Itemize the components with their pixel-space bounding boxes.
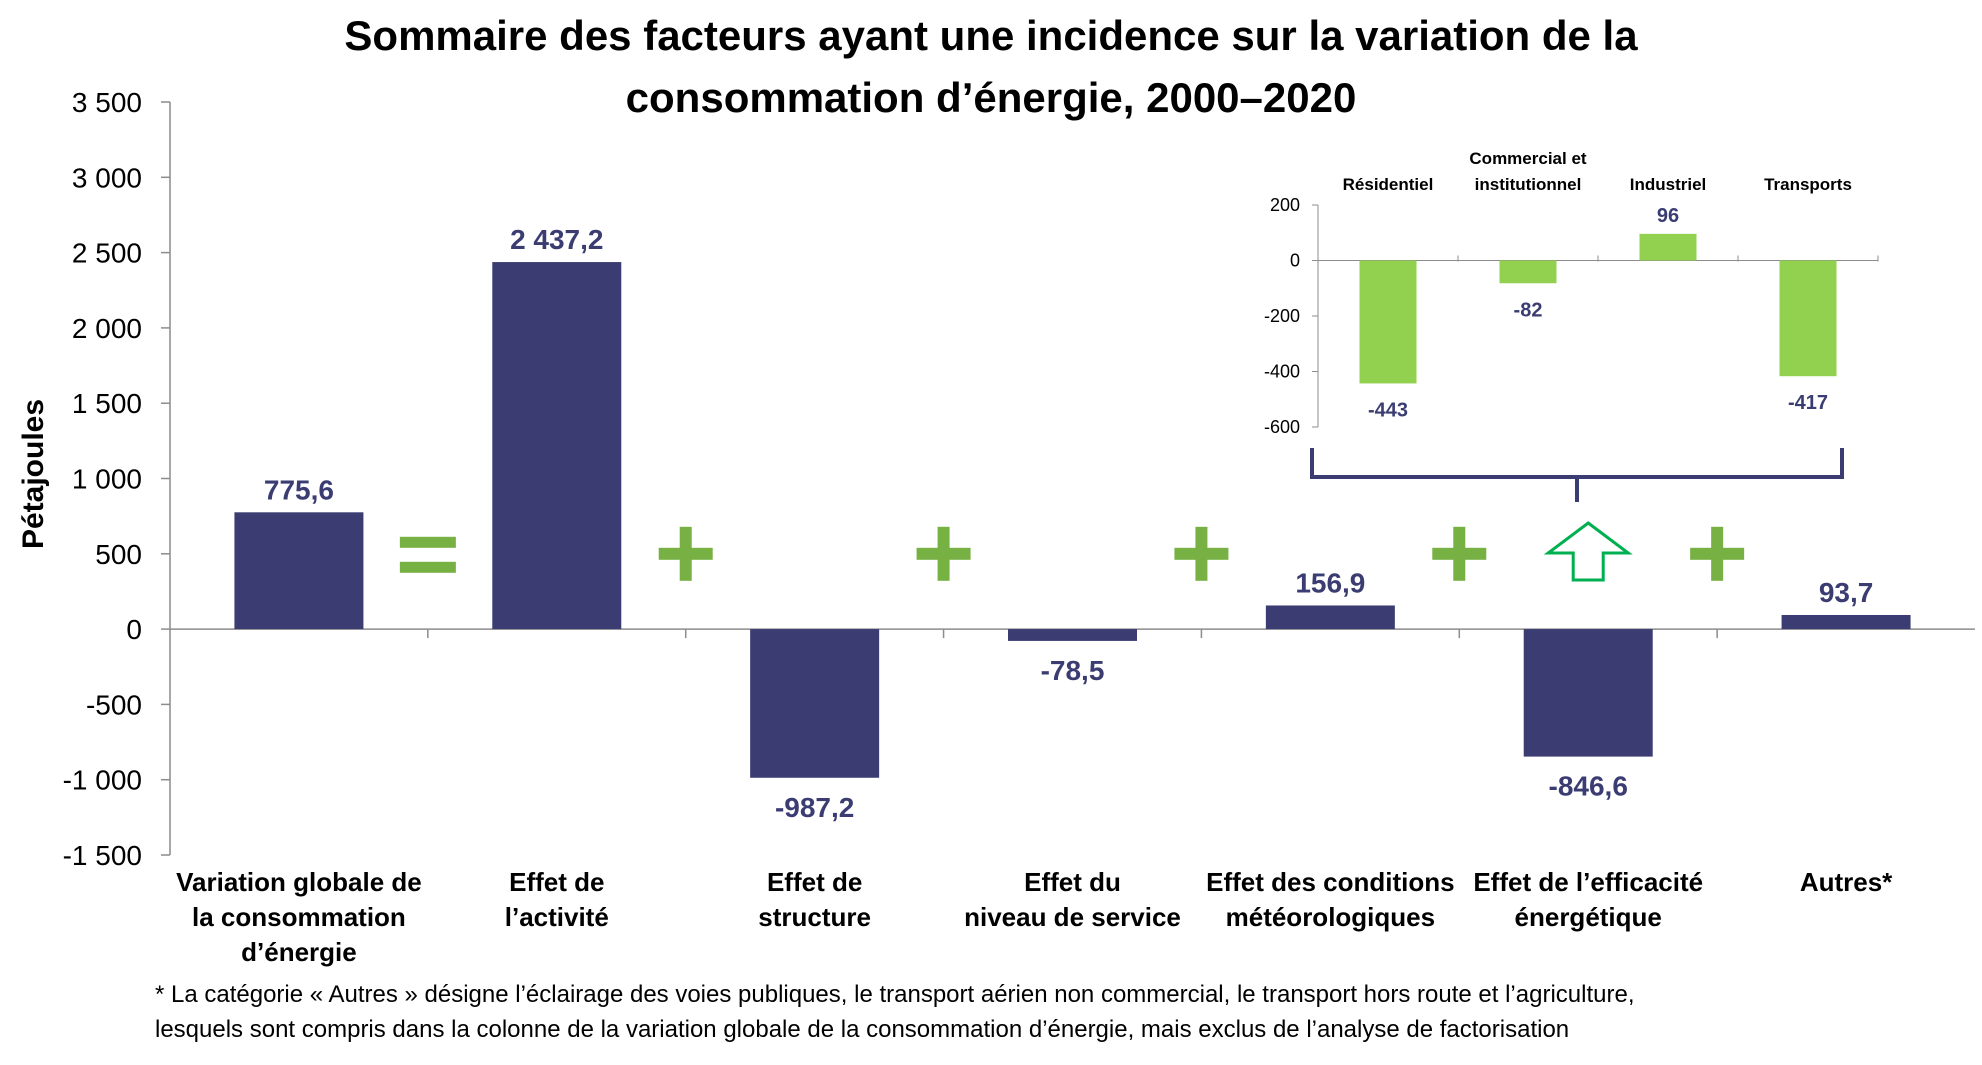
footnote-line-1: * La catégorie « Autres » désigne l’écla…	[155, 981, 1634, 1008]
category-label: Effet de structure	[758, 867, 871, 932]
inset-y-tick-label: 0	[1290, 251, 1300, 271]
inset-y-tick-label: -600	[1264, 417, 1300, 437]
y-tick-label: 1 000	[72, 464, 142, 495]
y-tick-label: 500	[95, 539, 142, 570]
inset-y-tick-label: -400	[1264, 362, 1300, 382]
up-arrow-icon	[1543, 521, 1633, 582]
category-label: Effet de l’efficacité énergétique	[1473, 867, 1703, 932]
category-label: Effet du niveau de service	[964, 867, 1181, 932]
data-label: 2 437,2	[510, 224, 603, 255]
chart-title-line-2: consommation d’énergie, 2000–2020	[626, 74, 1357, 121]
category-label: Effet des conditions météorologiques	[1206, 867, 1454, 932]
inset-bar	[1639, 233, 1697, 261]
y-tick-label: 0	[126, 614, 142, 645]
plus-sign-bar	[1195, 526, 1208, 581]
inset-data-label: -82	[1514, 299, 1543, 321]
y-tick-label: -1 000	[63, 765, 142, 796]
inset-bar	[1359, 260, 1417, 384]
inset-bar	[1779, 260, 1837, 377]
bar	[750, 629, 880, 778]
inset-bar	[1499, 260, 1557, 284]
footnote-line-2: lesquels sont compris dans la colonne de…	[155, 1016, 1569, 1043]
y-tick-label: -500	[86, 689, 142, 720]
plus-sign-bar	[1711, 526, 1724, 581]
inset-category-label: Transports	[1764, 175, 1852, 194]
bar	[492, 262, 622, 630]
data-label: 775,6	[264, 474, 334, 505]
category-label: Effet de l’activité	[505, 867, 609, 932]
bar	[234, 512, 364, 630]
category-label: Variation globale de la consommation d’éne…	[176, 867, 422, 967]
data-label: -846,6	[1549, 771, 1628, 802]
inset-chart: 200 0 -200 -400 -600 -443 Résidentiel -82 Commer…	[1264, 149, 1879, 437]
equals-sign-bar	[399, 561, 456, 573]
inset-data-label: -443	[1368, 399, 1408, 421]
main-plot-area: 3 500 3 000 2 500 2 000 1 500 1 000 500 0 -500 -1…	[63, 87, 1975, 967]
chart-title-line-1: Sommaire des facteurs ayant une incidenc…	[344, 12, 1638, 59]
y-tick-label: 2 500	[72, 238, 142, 269]
inset-data-label: -417	[1788, 392, 1828, 414]
inset-data-label: 96	[1657, 205, 1679, 227]
plus-sign-bar	[679, 526, 692, 581]
inset-category-label: Résidentiel	[1343, 175, 1434, 194]
y-tick-label: 3 500	[72, 87, 142, 118]
inset-y-tick-label: -200	[1264, 306, 1300, 326]
y-axis-label: Pétajoules	[17, 399, 50, 549]
data-label: -78,5	[1041, 655, 1105, 686]
bar	[1523, 629, 1653, 757]
y-tick-label: 2 000	[72, 313, 142, 344]
inset-y-tick-label: 200	[1270, 195, 1300, 215]
bar	[1781, 614, 1911, 630]
y-tick-label: -1 500	[63, 840, 142, 871]
inset-bracket	[1310, 448, 1844, 502]
bar	[1265, 605, 1395, 630]
data-label: 156,9	[1295, 567, 1365, 598]
y-tick-label: 3 000	[72, 162, 142, 193]
data-label: 93,7	[1819, 577, 1874, 608]
inset-category-label: Commercial et institutionnel	[1469, 149, 1586, 194]
data-label: -987,2	[775, 792, 854, 823]
equals-sign-bar	[399, 536, 456, 548]
plus-sign-bar	[937, 526, 950, 581]
y-tick-label: 1 500	[72, 388, 142, 419]
inset-category-label: Industriel	[1630, 175, 1707, 194]
bar	[1008, 629, 1137, 641]
category-label: Autres*	[1800, 867, 1893, 897]
plus-sign-bar	[1453, 526, 1466, 581]
